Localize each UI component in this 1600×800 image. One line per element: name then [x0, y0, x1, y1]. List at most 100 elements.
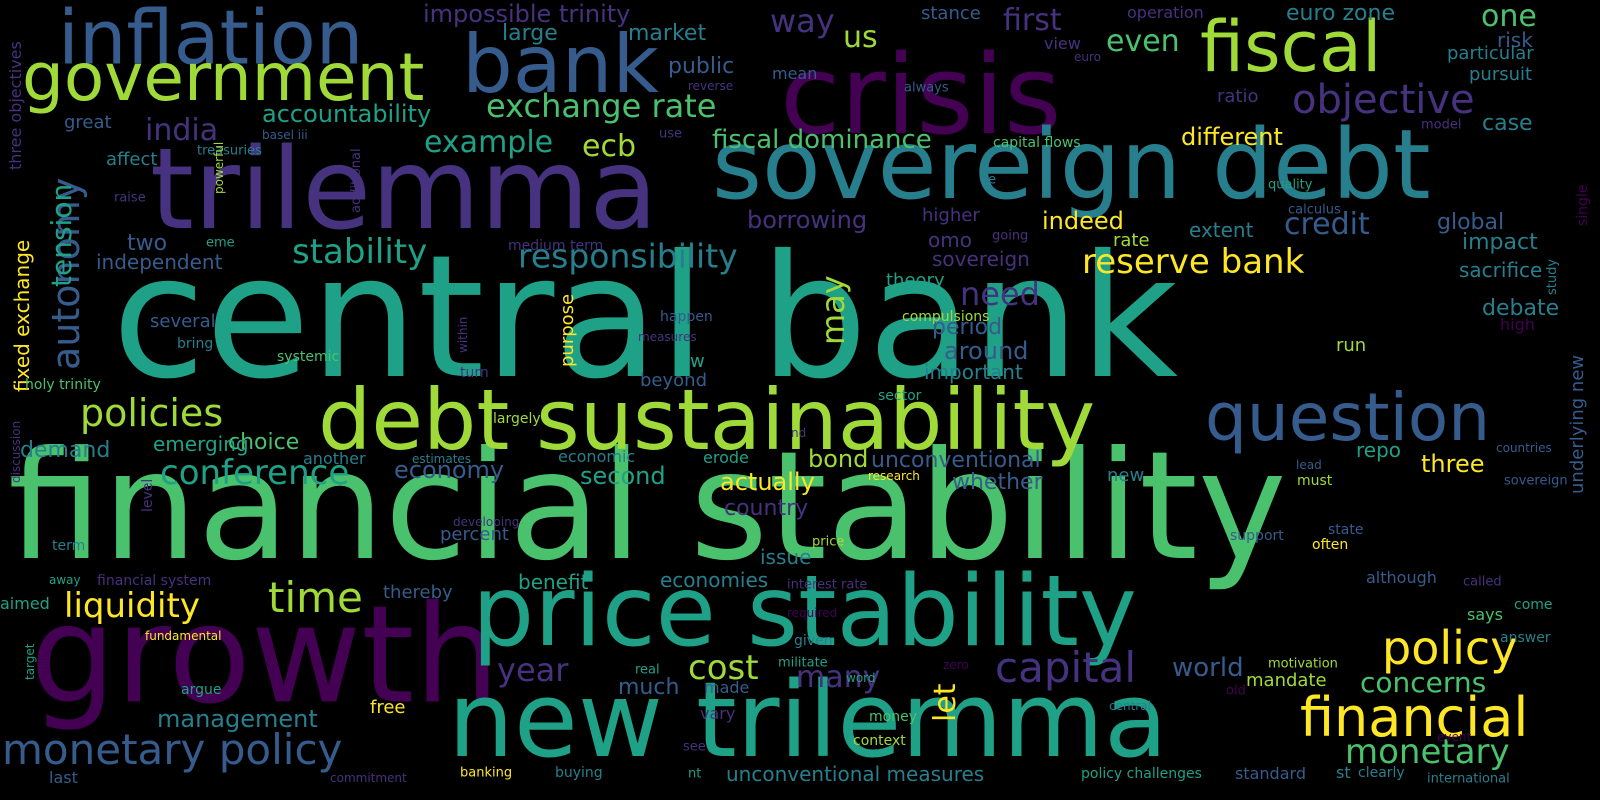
- word-example: example: [424, 125, 554, 160]
- word-nd: nd: [791, 426, 807, 440]
- word-choice: choice: [228, 430, 300, 455]
- word-sacrifice: sacrifice: [1459, 258, 1543, 282]
- word-market: market: [628, 21, 707, 46]
- word-euro: euro: [1074, 50, 1101, 64]
- word-stance: stance: [921, 3, 981, 24]
- word-india: india: [145, 113, 219, 148]
- word-important: important: [924, 360, 1023, 384]
- word-sector: sector: [878, 388, 922, 404]
- word-estimates: estimates: [412, 452, 472, 466]
- word-emerging: emerging: [153, 432, 249, 456]
- word-target: target: [23, 643, 37, 681]
- word-underlying-new: underlying new: [1567, 354, 1588, 494]
- word-within: within: [456, 316, 470, 353]
- word-money: money: [869, 709, 917, 725]
- word-concerns: concerns: [1360, 666, 1487, 699]
- word-countries: countries: [1496, 441, 1552, 455]
- word-research: research: [868, 469, 920, 483]
- word-state: state: [1328, 522, 1364, 538]
- word-central: central: [1109, 699, 1151, 713]
- word-discussion: discussion: [9, 420, 23, 483]
- word-purpose: purpose: [557, 293, 578, 367]
- word-single: single: [1575, 184, 1591, 226]
- word-powerful: powerful: [212, 141, 226, 194]
- word-monetary-policy: monetary policy: [2, 725, 343, 774]
- word-debate: debate: [1482, 296, 1560, 321]
- word-many: many: [796, 660, 881, 695]
- word-responsibility: responsibility: [518, 236, 738, 276]
- word-way: way: [770, 2, 835, 40]
- word-financial: financial: [1300, 686, 1529, 749]
- word-financial-system: financial system: [97, 573, 212, 589]
- word-international: international: [1427, 771, 1510, 787]
- word-accountability: accountability: [262, 100, 432, 128]
- word-economy: economy: [394, 456, 505, 484]
- word-question: question: [1205, 379, 1491, 456]
- word-second: second: [580, 462, 666, 490]
- word-see: see: [683, 739, 706, 755]
- word-holy-trinity: holy trinity: [25, 377, 101, 393]
- word-turn: turn: [460, 365, 489, 381]
- word-global: global: [1437, 210, 1505, 235]
- word-issue: issue: [760, 545, 812, 569]
- word-study: study: [1544, 258, 1560, 295]
- word-always: always: [904, 80, 949, 96]
- word-although: although: [1366, 568, 1437, 587]
- word-mean: mean: [772, 64, 818, 83]
- word-fiscal-dominance: fiscal dominance: [712, 125, 932, 155]
- word-free: free: [370, 697, 406, 718]
- word-monetary: monetary: [1345, 732, 1510, 772]
- word-rate: rate: [1113, 230, 1150, 251]
- word-mandate: mandate: [1246, 670, 1327, 691]
- word-word: word: [846, 671, 876, 685]
- word-economies: economies: [660, 568, 769, 592]
- word-model: model: [1421, 117, 1462, 133]
- word-sovereign-debt: sovereign debt: [712, 109, 1431, 221]
- word-government: government: [22, 39, 425, 116]
- word-public: public: [668, 54, 735, 79]
- word-old: old: [1226, 683, 1246, 699]
- word-away: away: [49, 573, 81, 587]
- word-trilemma: trilemma: [150, 125, 658, 255]
- word-thereby: thereby: [383, 582, 453, 603]
- word-fiscal: fiscal: [1200, 6, 1382, 88]
- word-exchange-rate: exchange rate: [486, 87, 717, 125]
- word-fixed-exchange: fixed exchange: [10, 239, 34, 392]
- word-ce: ce: [981, 172, 997, 188]
- word-low: low: [674, 351, 705, 372]
- word-omo: omo: [928, 228, 972, 252]
- word-operation: operation: [1127, 3, 1204, 22]
- word-systemic: systemic: [277, 349, 340, 365]
- word-real: real: [635, 662, 660, 678]
- word-time: time: [268, 573, 363, 622]
- word-standard: standard: [1235, 764, 1306, 783]
- word-one: one: [1481, 0, 1537, 34]
- word-pursuit: pursuit: [1469, 64, 1533, 85]
- word-basel-iii: basel iii: [262, 128, 308, 142]
- word-additional: additional: [348, 148, 364, 213]
- word-another: another: [303, 449, 366, 468]
- word-support: support: [1230, 528, 1284, 544]
- word-impossible-trinity: impossible trinity: [423, 0, 631, 28]
- word-cost: cost: [688, 648, 759, 688]
- word-unconventional-measures: unconventional measures: [726, 762, 985, 786]
- word-bring: bring: [177, 336, 214, 352]
- word-demand: demand: [20, 438, 111, 463]
- word-price: price: [812, 534, 845, 550]
- word-interest-rate: interest rate: [787, 577, 868, 593]
- word-policies: policies: [80, 391, 224, 435]
- word-around: around: [944, 337, 1029, 365]
- word-several: several: [150, 311, 216, 332]
- word-treasuries: treasuries: [197, 143, 262, 159]
- word-extent: extent: [1189, 218, 1254, 242]
- word-banking: banking: [460, 765, 513, 781]
- word-quality: quality: [1268, 177, 1313, 193]
- word-world: world: [1172, 653, 1244, 683]
- word-buying: buying: [555, 765, 603, 781]
- word-term: term: [52, 538, 86, 554]
- word-vary: vary: [700, 704, 736, 723]
- word-erode: erode: [703, 448, 749, 467]
- word-conference: conference: [160, 453, 350, 493]
- word-capital-flows: capital flows: [993, 135, 1081, 151]
